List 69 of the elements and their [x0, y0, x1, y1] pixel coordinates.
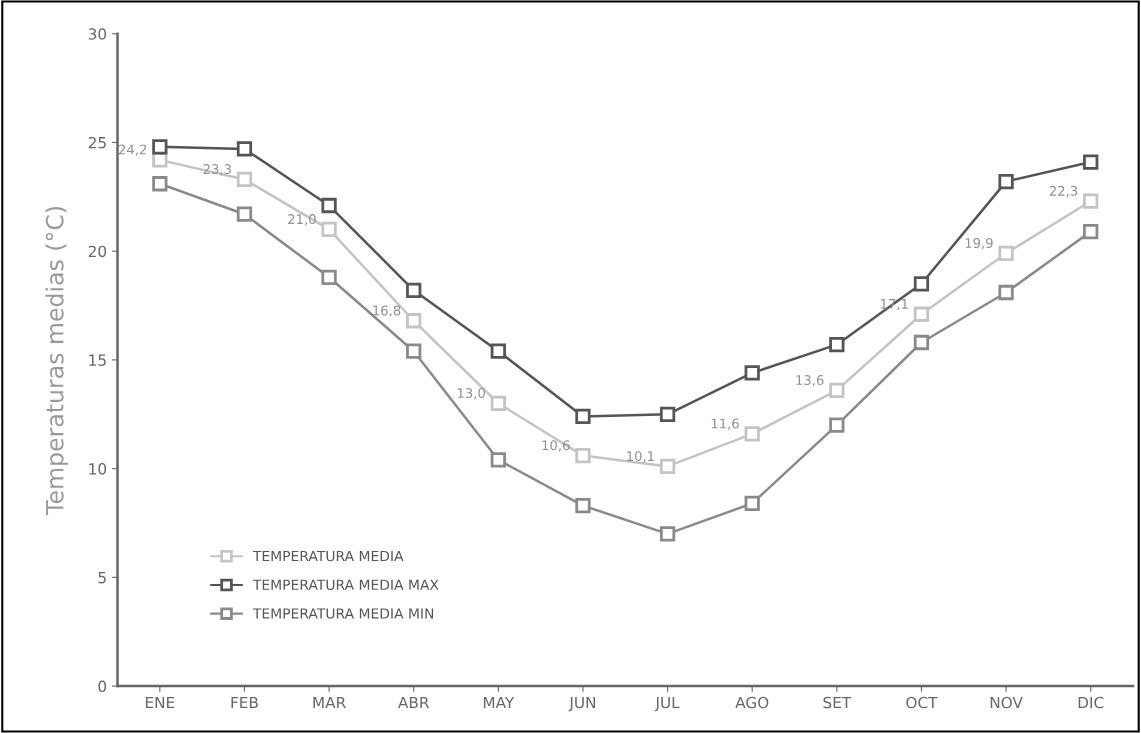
point: [1083, 154, 1099, 170]
point: [913, 334, 930, 351]
point: [913, 276, 930, 292]
point: [913, 306, 930, 322]
point: [1083, 193, 1099, 209]
point: [829, 337, 845, 353]
point: [152, 176, 168, 192]
x-tick-label: MAR: [313, 696, 346, 709]
data-label: 19,9: [965, 238, 993, 250]
point: [829, 417, 845, 433]
point: [575, 408, 591, 425]
x-tick-label: JUN: [568, 696, 596, 712]
point: [575, 497, 591, 514]
point: [998, 173, 1014, 190]
data-label: 13,0: [457, 388, 485, 400]
x-tick-label: ENE: [145, 696, 175, 709]
x-tick-label: SET: [823, 696, 852, 709]
data-label: 23,3: [203, 164, 231, 176]
data-label: 22,3: [1049, 185, 1078, 198]
x-tick-label: ABR: [398, 696, 430, 709]
point: [490, 395, 506, 412]
y-tick-label: 5: [98, 572, 106, 584]
point: [490, 452, 506, 468]
y-tick-label: 25: [88, 136, 106, 149]
point: [406, 313, 422, 329]
point: [744, 495, 760, 512]
x-tick-label: JUL: [654, 696, 680, 712]
point: [659, 526, 676, 542]
data-label: 16,8: [373, 305, 401, 317]
point: [321, 197, 337, 214]
point: [998, 245, 1014, 261]
y-tick-label: 15: [89, 354, 106, 366]
point: [321, 221, 337, 238]
legend-label: TEMPERATURA MEDIA: [252, 550, 404, 562]
data-label: 21,0: [288, 214, 316, 226]
y-tick-label: 0: [98, 680, 107, 693]
data-label: 24,2: [118, 144, 147, 156]
x-tick-label: AGO: [735, 696, 769, 709]
y-tick-label: 30: [88, 28, 107, 40]
point: [744, 426, 760, 442]
point: [659, 458, 676, 475]
legend-label: TEMPERATURA MEDIA MIN: [252, 608, 434, 619]
point: [575, 447, 591, 464]
y-tick-label: 10: [89, 463, 107, 475]
x-tick-label: FEB: [231, 696, 258, 709]
x-tick-label: NOV: [990, 696, 1023, 709]
point: [744, 365, 760, 381]
point: [659, 406, 676, 422]
point: [236, 171, 253, 188]
point: [406, 343, 422, 359]
data-label: 10,1: [627, 451, 654, 463]
point: [152, 139, 168, 155]
x-tick-label: DIC: [1078, 696, 1104, 709]
y-tick-label: 20: [88, 245, 107, 258]
y-axis-title: Temperaturas medias (°C): [45, 206, 69, 515]
point: [490, 343, 506, 359]
x-tick-label: MAY: [483, 696, 515, 709]
point: [998, 284, 1014, 301]
point: [236, 141, 253, 157]
point: [236, 206, 253, 222]
legend-label: TEMPERATURA MEDIA MAX: [252, 579, 439, 590]
point: [321, 269, 337, 285]
x-tick-label: OCT: [906, 696, 938, 709]
point: [829, 382, 845, 398]
point: [1083, 223, 1099, 240]
point: [406, 282, 422, 298]
data-label: 13,6: [796, 375, 824, 387]
data-label: 10,6: [542, 440, 570, 452]
data-label: 11,6: [711, 418, 739, 430]
